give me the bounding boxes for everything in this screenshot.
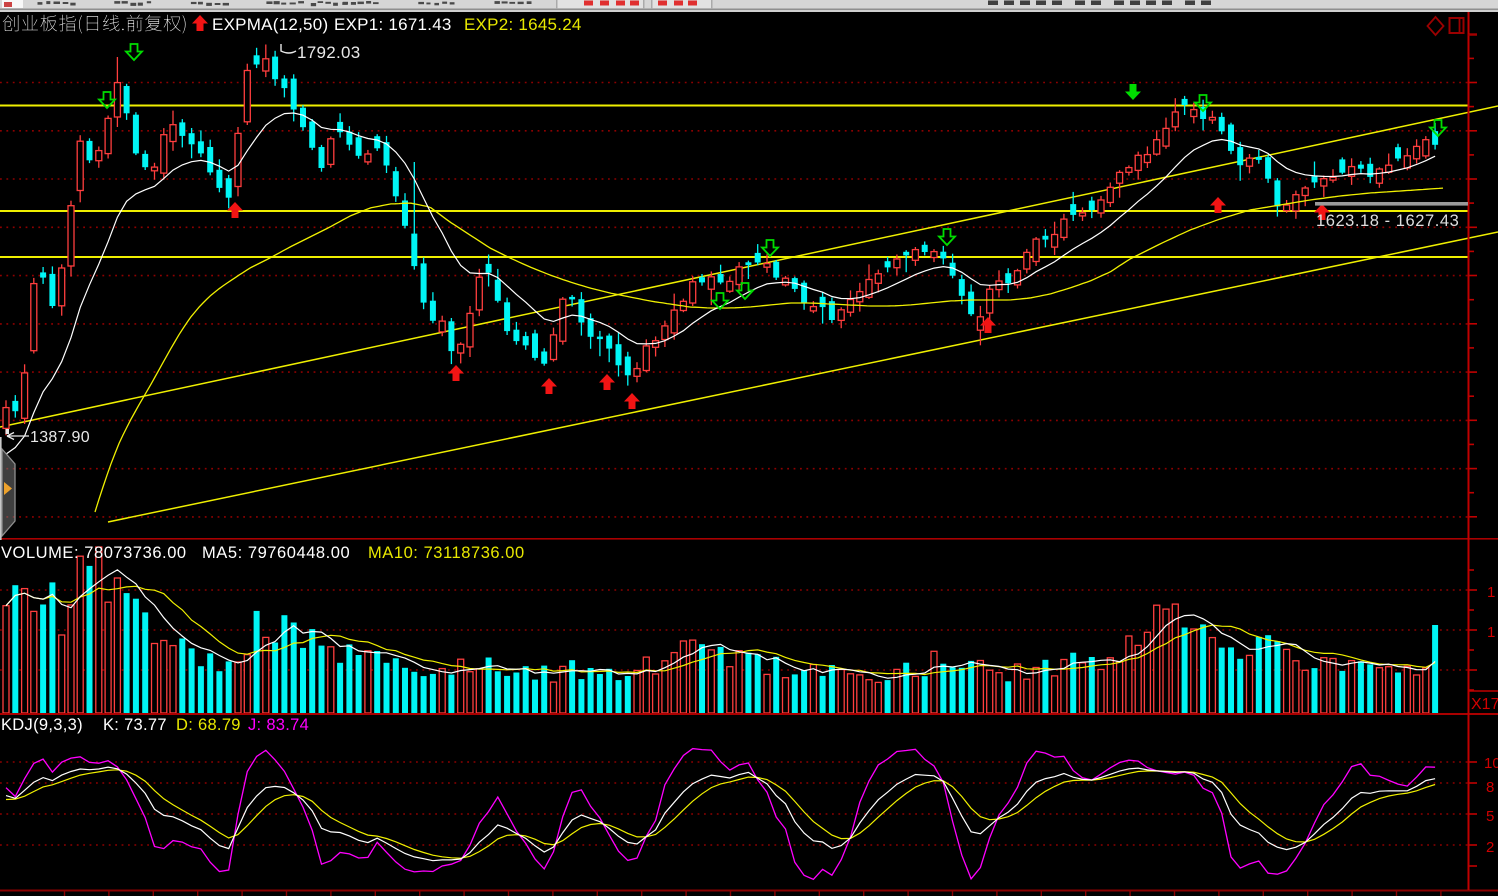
svg-text:EXP2: 1645.24: EXP2: 1645.24 — [464, 15, 582, 34]
svg-text:X17: X17 — [1471, 696, 1498, 713]
svg-text:VOLUME: 78073736.00: VOLUME: 78073736.00 — [1, 544, 187, 562]
svg-text:EXPMA(12,50): EXPMA(12,50) — [212, 15, 328, 34]
svg-text:5: 5 — [1486, 808, 1494, 825]
svg-text:K: 73.77: K: 73.77 — [103, 716, 167, 734]
svg-text:MA10: 73118736.00: MA10: 73118736.00 — [368, 544, 525, 562]
svg-text:2: 2 — [1486, 839, 1494, 856]
svg-text:D: 68.79: D: 68.79 — [176, 716, 241, 734]
svg-text:KDJ(9,3,3): KDJ(9,3,3) — [1, 716, 83, 734]
svg-text:MA5: 79760448.00: MA5: 79760448.00 — [202, 544, 350, 562]
svg-text:1387.90: 1387.90 — [30, 429, 90, 446]
svg-text:8: 8 — [1486, 779, 1494, 796]
svg-text:1623.18 - 1627.43: 1623.18 - 1627.43 — [1316, 212, 1459, 230]
svg-text:J: 83.74: J: 83.74 — [248, 716, 309, 734]
svg-text:10: 10 — [1484, 755, 1498, 772]
svg-text:1792.03: 1792.03 — [297, 43, 361, 62]
svg-text:EXP1: 1671.43: EXP1: 1671.43 — [334, 15, 452, 34]
svg-text:1: 1 — [1487, 584, 1495, 601]
svg-text:1: 1 — [1487, 624, 1495, 641]
